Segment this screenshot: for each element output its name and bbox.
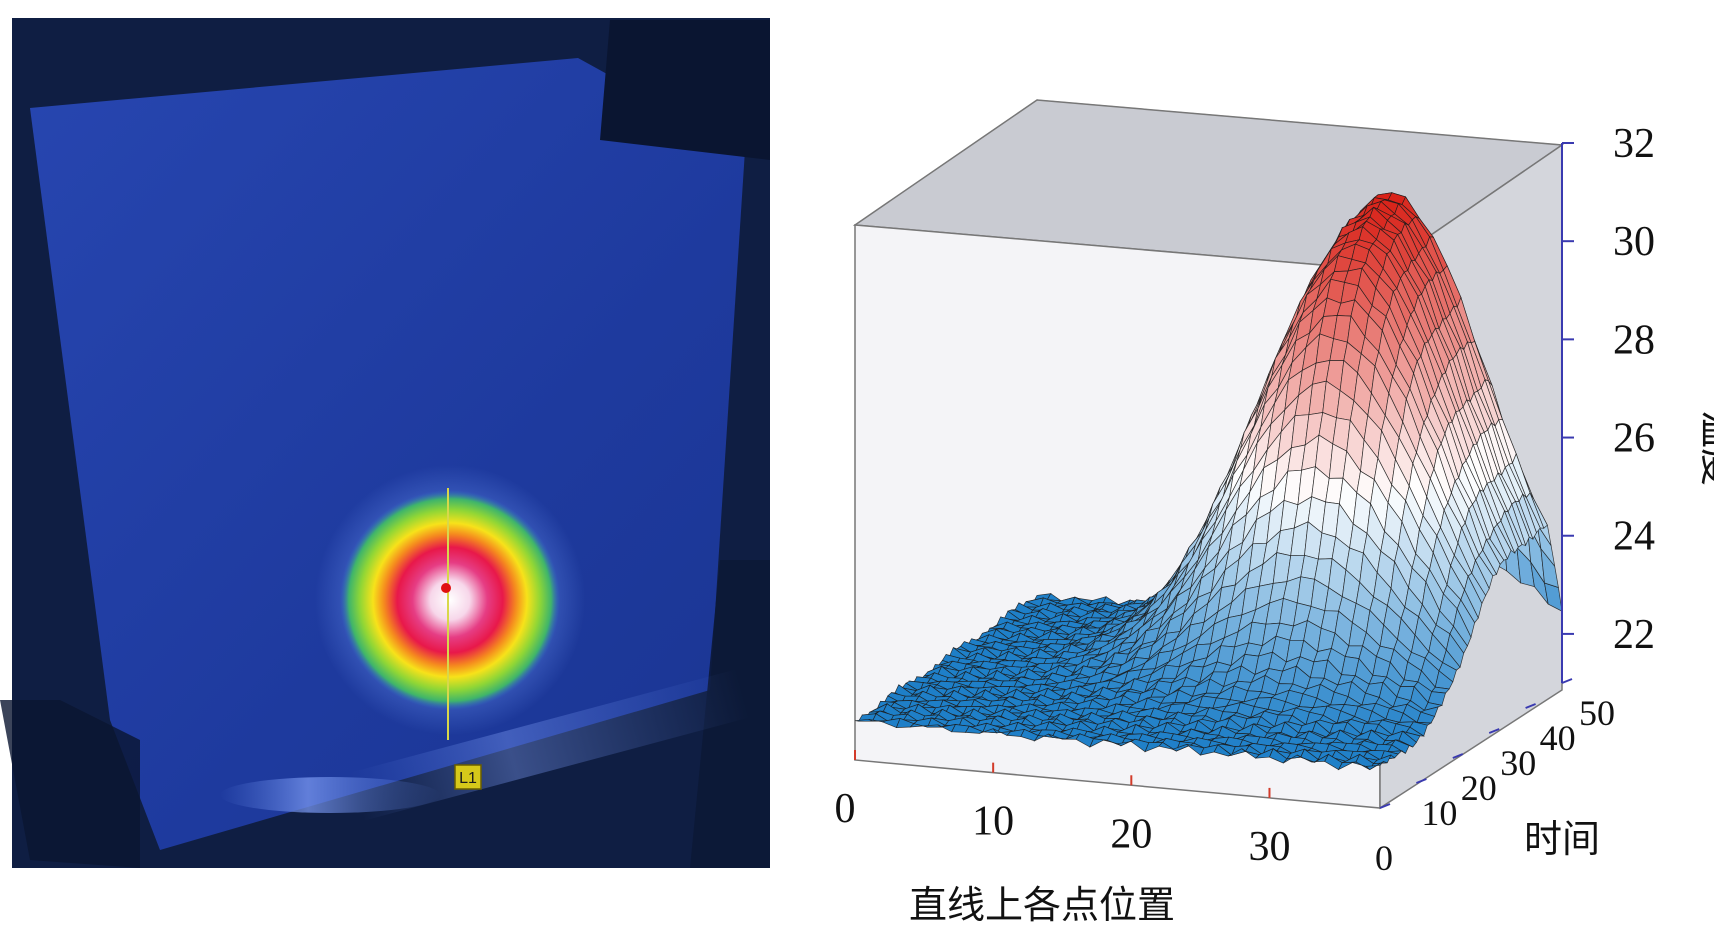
- line-marker-badge: L1: [454, 764, 482, 790]
- x-tick-label: 20: [1110, 811, 1152, 857]
- z-tick-label: 32: [1613, 121, 1655, 167]
- surface-mesh: [854, 192, 1563, 771]
- z-tick-label: 28: [1613, 317, 1655, 363]
- y-axis-label: 时间: [1524, 817, 1600, 861]
- z-axis: 22 24 26 28 30 32: [1561, 121, 1655, 683]
- hotspot: [340, 490, 560, 710]
- y-tick-mark: [1452, 753, 1464, 759]
- y-tick-label: 30: [1500, 743, 1536, 783]
- x-tick-label: 0: [835, 786, 856, 832]
- z-tick-label: 26: [1613, 416, 1655, 462]
- y-tick-mark: [1379, 803, 1391, 809]
- y-tick-mark: [1525, 703, 1536, 709]
- y-tick-label: 0: [1375, 838, 1393, 878]
- y-tick-label: 20: [1461, 768, 1497, 808]
- y-tick-mark: [1416, 778, 1427, 784]
- measurement-point: [441, 583, 451, 593]
- x-axis: 0 10 20 30: [835, 750, 1290, 870]
- x-tick-label: 10: [972, 799, 1014, 845]
- z-axis-label: 温度: [1696, 410, 1714, 486]
- x-axis-label: 直线上各点位置: [909, 883, 1175, 927]
- y-tick-label: 50: [1579, 693, 1615, 733]
- y-tick-mark: [1488, 728, 1500, 734]
- y-tick-mark: [1561, 678, 1573, 684]
- surface-cell: [1365, 761, 1384, 771]
- z-tick-label: 30: [1613, 219, 1655, 265]
- y-tick-label: 10: [1421, 793, 1457, 833]
- z-tick-label: 24: [1613, 514, 1655, 560]
- x-tick-label: 30: [1248, 824, 1290, 870]
- thermal-image: L1: [0, 18, 770, 868]
- line-marker-label: L1: [459, 770, 477, 787]
- y-tick-label: 40: [1540, 718, 1576, 758]
- z-tick-label: 22: [1613, 612, 1655, 658]
